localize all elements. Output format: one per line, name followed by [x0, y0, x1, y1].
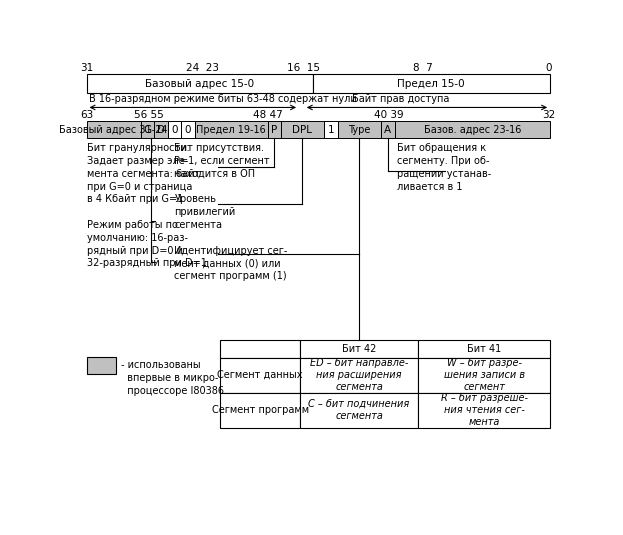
Text: 48 47: 48 47 [253, 110, 282, 120]
Text: 56 55: 56 55 [135, 110, 164, 120]
FancyBboxPatch shape [154, 121, 168, 139]
FancyBboxPatch shape [418, 393, 550, 427]
Text: C – бит подчинения
сегмента: C – бит подчинения сегмента [308, 399, 410, 421]
FancyBboxPatch shape [418, 340, 550, 357]
Text: Байт прав доступа: Байт прав доступа [352, 94, 450, 104]
Text: 32: 32 [542, 110, 555, 120]
Text: Бит 41: Бит 41 [467, 344, 502, 354]
FancyBboxPatch shape [181, 121, 195, 139]
Text: 40 39: 40 39 [374, 110, 404, 120]
Text: 31: 31 [80, 63, 93, 73]
Text: DPL: DPL [292, 125, 312, 135]
FancyBboxPatch shape [168, 121, 181, 139]
Text: Сегмент программ: Сегмент программ [212, 405, 309, 415]
Text: Сегмент данных: Сегмент данных [217, 370, 303, 380]
Text: D: D [157, 125, 165, 135]
FancyBboxPatch shape [87, 357, 115, 374]
FancyBboxPatch shape [300, 393, 418, 427]
Text: Бит 42: Бит 42 [342, 344, 376, 354]
Text: Базов. адрес 23-16: Базов. адрес 23-16 [424, 125, 521, 135]
Text: Базовый адрес 31-24: Базовый адрес 31-24 [59, 125, 168, 135]
Text: W – бит разре-
шения записи в
сегмент: W – бит разре- шения записи в сегмент [444, 357, 525, 392]
FancyBboxPatch shape [338, 121, 381, 139]
FancyBboxPatch shape [324, 121, 338, 139]
FancyBboxPatch shape [281, 121, 324, 139]
FancyBboxPatch shape [87, 121, 141, 139]
FancyBboxPatch shape [141, 121, 154, 139]
Text: 0: 0 [171, 125, 178, 135]
FancyBboxPatch shape [300, 357, 418, 393]
Text: G: G [143, 125, 151, 135]
Text: 0: 0 [184, 125, 191, 135]
Text: - использованы
  впервые в микро-
  процессоре I80386: - использованы впервые в микро- процессо… [121, 360, 224, 395]
Text: P: P [271, 125, 277, 135]
Text: 1: 1 [328, 125, 334, 135]
Text: Бит обращения к
сегменту. При об-
ращении устанав-
ливается в 1: Бит обращения к сегменту. При об- ращени… [397, 143, 491, 192]
FancyBboxPatch shape [87, 74, 313, 93]
FancyBboxPatch shape [418, 357, 550, 393]
Text: 16  15: 16 15 [287, 63, 320, 73]
FancyBboxPatch shape [195, 121, 268, 139]
Text: Предел 19-16: Предел 19-16 [196, 125, 266, 135]
Text: 8  7: 8 7 [413, 63, 433, 73]
FancyBboxPatch shape [300, 340, 418, 357]
Text: Базовый адрес 15-0: Базовый адрес 15-0 [145, 79, 254, 89]
Text: 63: 63 [80, 110, 93, 120]
FancyBboxPatch shape [381, 121, 394, 139]
FancyBboxPatch shape [268, 121, 281, 139]
Text: 24  23: 24 23 [186, 63, 219, 73]
Text: 0: 0 [545, 63, 552, 73]
Text: A: A [384, 125, 391, 135]
Text: В 16-разрядном режиме биты 63-48 содержат нули: В 16-разрядном режиме биты 63-48 содержа… [89, 94, 357, 104]
Text: ED – бит направле-
ния расширения
сегмента: ED – бит направле- ния расширения сегмен… [310, 357, 408, 392]
FancyBboxPatch shape [221, 357, 300, 393]
FancyBboxPatch shape [221, 393, 300, 427]
FancyBboxPatch shape [221, 340, 300, 357]
Text: Бит гранулярности.
Задает размер эле-
мента сегмента: байт
при G=0 и страница
в : Бит гранулярности. Задает размер эле- ме… [87, 143, 206, 269]
FancyBboxPatch shape [313, 74, 550, 93]
Text: Type: Type [348, 125, 371, 135]
Text: R – бит разреше-
ния чтения сег-
мента: R – бит разреше- ния чтения сег- мента [440, 393, 528, 427]
FancyBboxPatch shape [394, 121, 550, 139]
Text: Предел 15-0: Предел 15-0 [397, 79, 465, 89]
Text: Бит присутствия.
P=1, если сегмент
находится в ОП

Уровень
привилегий
сегмента

: Бит присутствия. P=1, если сегмент наход… [174, 143, 288, 281]
